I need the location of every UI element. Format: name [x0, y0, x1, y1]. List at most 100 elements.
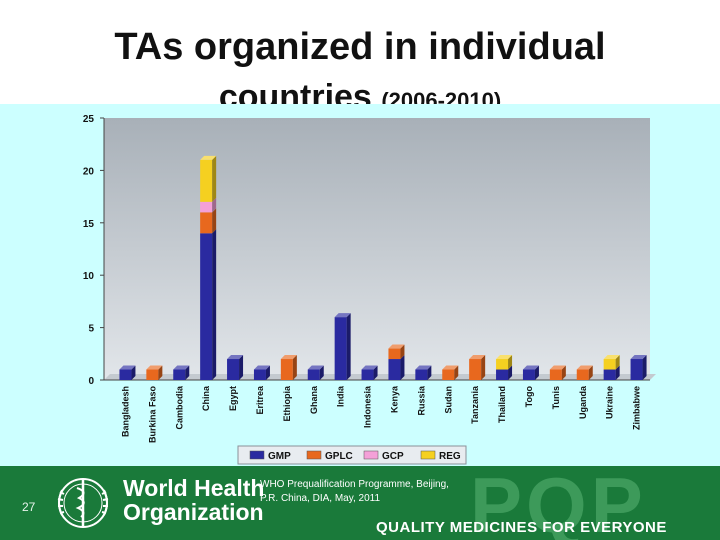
- bar-segment: [415, 369, 428, 380]
- bar-segment: [496, 369, 509, 380]
- bar-top: [549, 365, 566, 370]
- legend-label: REG: [439, 451, 461, 462]
- who-name-line2: Organization: [123, 499, 264, 525]
- bar-side: [319, 365, 324, 380]
- bar-side: [400, 344, 405, 360]
- x-tick-label: Tunis: [551, 386, 561, 409]
- x-tick-label: Uganda: [578, 385, 588, 419]
- pqp-watermark: PQP: [470, 466, 647, 540]
- bar-top: [280, 355, 297, 360]
- y-tick-label: 20: [83, 166, 95, 177]
- bar-segment: [280, 359, 293, 380]
- y-tick-label: 0: [88, 376, 94, 387]
- bar-side: [185, 365, 190, 380]
- legend-label: GMP: [268, 451, 291, 462]
- y-tick-label: 15: [83, 219, 95, 230]
- bar-top: [388, 344, 405, 349]
- bar-top: [173, 365, 190, 370]
- bar-top: [496, 355, 513, 360]
- bar-segment: [200, 201, 213, 213]
- bar-side: [534, 365, 539, 380]
- bar-segment: [603, 359, 616, 370]
- legend-label: GCP: [382, 451, 404, 462]
- x-tick-label: Tanzania: [470, 385, 480, 424]
- bar-side: [212, 155, 217, 202]
- bar-side: [561, 365, 566, 380]
- bar-segment: [388, 348, 401, 360]
- bar-segment: [603, 369, 616, 380]
- legend-swatch: [363, 450, 379, 460]
- conference-line2: P.R. China, DIA, May, 2011: [260, 493, 381, 504]
- bar-side: [158, 365, 163, 380]
- bar-top: [576, 365, 593, 370]
- stacked-bar-chart: 0 5 10 15 20 25 Bangladesh Burkina Faso Cambodia…: [83, 114, 656, 465]
- bar-top: [603, 355, 620, 360]
- legend-swatch: [306, 450, 322, 460]
- bar-side: [508, 355, 513, 370]
- y-tick-label: 10: [83, 271, 95, 282]
- bar-segment: [361, 369, 374, 380]
- bar-side: [239, 355, 244, 380]
- x-tick-label: Bangladesh: [120, 386, 130, 437]
- x-tick-label: Kenya: [389, 385, 399, 413]
- x-tick-label: Ghana: [309, 385, 319, 414]
- bar-top: [119, 365, 136, 370]
- legend-box: [237, 445, 467, 465]
- bar-top: [146, 365, 163, 370]
- bar-segment: [253, 369, 266, 380]
- bar-side: [292, 355, 297, 380]
- bar-segment: [227, 359, 240, 380]
- legend-swatch: [249, 450, 265, 460]
- bar-top: [361, 365, 378, 370]
- bar-side: [346, 313, 351, 380]
- x-tick-label: Indonesia: [363, 385, 373, 428]
- bar-side: [212, 229, 217, 380]
- page-number: 27: [22, 500, 36, 514]
- slide-title-line1: TAs organized in individual: [114, 26, 606, 68]
- bar-segment: [334, 317, 347, 380]
- bar-side: [212, 208, 217, 234]
- bar-side: [588, 365, 593, 380]
- bar-side: [400, 355, 405, 380]
- bar-segment: [388, 359, 401, 380]
- bar-segment: [200, 159, 213, 202]
- slogan: QUALITY MEDICINES FOR EVERYONE: [376, 519, 667, 536]
- bar-top: [469, 355, 486, 360]
- conference-text: WHO Prequalification Programme, Beijing,…: [260, 478, 480, 506]
- bar-side: [212, 197, 217, 213]
- bar-segment: [146, 369, 159, 380]
- x-tick-label: Eritrea: [255, 385, 265, 415]
- bar-segment: [442, 369, 455, 380]
- bar-side: [615, 355, 620, 370]
- legend-swatch: [420, 450, 436, 460]
- footer-bar: PQP 27 World Health Organization WHO Pre…: [0, 466, 720, 540]
- bar-segment: [469, 359, 482, 380]
- bar-side: [131, 365, 136, 380]
- x-tick-label: India: [336, 385, 346, 407]
- bar-top: [522, 365, 539, 370]
- x-tick-label: Zimbabwe: [632, 386, 642, 430]
- x-tick-label: Thailand: [497, 386, 507, 423]
- x-tick-label: Ethiopia: [282, 385, 292, 421]
- bar-side: [373, 365, 378, 380]
- bar-side: [615, 365, 620, 380]
- x-tick-label: Egypt: [228, 386, 238, 411]
- bar-side: [265, 365, 270, 380]
- bar-side: [642, 355, 647, 380]
- who-emblem-icon: [57, 478, 109, 528]
- bar-side: [454, 365, 459, 380]
- bar-top: [253, 365, 270, 370]
- x-tick-label: Togo: [524, 386, 534, 408]
- bar-segment: [496, 359, 509, 370]
- bar-segment: [522, 369, 535, 380]
- who-name-line1: World Health: [123, 475, 265, 501]
- bar-top: [307, 365, 324, 370]
- x-tick-label: Burkina Faso: [147, 385, 157, 443]
- conference-line1: WHO Prequalification Programme, Beijing,: [260, 479, 449, 490]
- bar-top: [200, 155, 217, 160]
- x-tick-label: Ukraine: [605, 386, 615, 419]
- plot-area: [104, 118, 650, 380]
- bar-side: [427, 365, 432, 380]
- who-wordmark: World Health Organization: [123, 476, 264, 524]
- bar-segment: [576, 369, 589, 380]
